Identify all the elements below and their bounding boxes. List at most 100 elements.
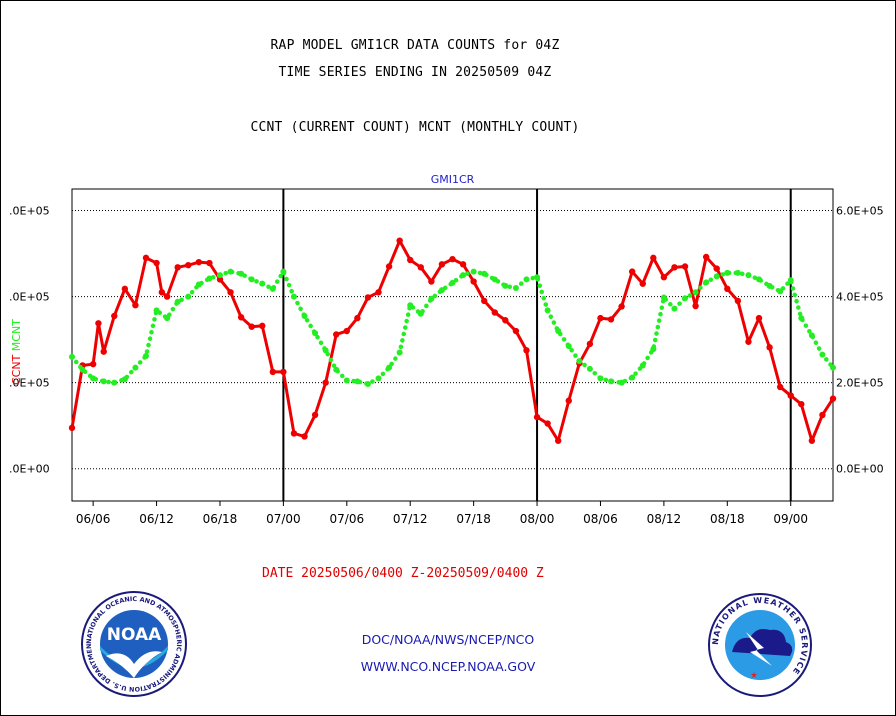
- data-point-ccnt: [396, 237, 403, 244]
- data-point-ccnt: [163, 293, 171, 300]
- data-point-mcnt: [777, 288, 784, 295]
- data-point-mcnt: [132, 364, 139, 371]
- data-point-ccnt: [533, 413, 541, 421]
- data-point-ccnt: [459, 261, 467, 268]
- data-point-ccnt: [523, 347, 530, 354]
- data-point-ccnt: [311, 411, 319, 419]
- data-point-ccnt: [343, 327, 351, 335]
- y-tick-label-left: .0E+05: [9, 205, 50, 218]
- data-point-mcnt: [660, 294, 667, 301]
- y-tick-label-right: 2.0E+05: [836, 377, 884, 390]
- data-point-mcnt: [322, 347, 329, 354]
- date-range-label: DATE 20250506/0400 Z-20250509/0400 Z: [262, 566, 544, 581]
- data-point-ccnt: [554, 437, 562, 444]
- data-point-mcnt: [555, 328, 562, 335]
- data-point-mcnt: [312, 330, 319, 337]
- data-point-mcnt: [227, 268, 234, 275]
- y-axis-label: CCNT MCNT: [10, 319, 23, 385]
- data-point-mcnt: [195, 281, 202, 288]
- data-point-mcnt: [830, 364, 836, 371]
- data-point-mcnt: [396, 349, 403, 356]
- data-point-mcnt: [534, 274, 541, 281]
- data-point-ccnt: [68, 424, 76, 432]
- data-point-ccnt: [449, 255, 456, 263]
- data-point-mcnt: [766, 282, 773, 289]
- data-point-ccnt: [724, 285, 731, 293]
- data-point-mcnt: [819, 351, 826, 358]
- data-point-mcnt: [787, 277, 794, 284]
- data-point-ccnt: [385, 263, 393, 270]
- noaa-logo-text: NOAA: [107, 625, 162, 645]
- x-tick-label: 09/00: [773, 512, 808, 526]
- data-point-ccnt: [776, 383, 784, 391]
- data-point-mcnt: [713, 273, 720, 280]
- x-tick-label: 07/06: [330, 512, 365, 526]
- data-point-mcnt: [90, 375, 97, 382]
- data-point-mcnt: [354, 378, 361, 385]
- data-point-mcnt: [100, 378, 107, 385]
- data-point-mcnt: [502, 282, 509, 289]
- data-point-mcnt: [734, 269, 741, 276]
- data-point-ccnt: [681, 263, 689, 270]
- footer-url-line: WWW.NCO.NCEP.NOAA.GOV: [360, 659, 536, 674]
- noaa-logo: NATIONAL OCEANIC AND ATMOSPHERIC ADMINIS…: [80, 590, 187, 697]
- data-point-mcnt: [512, 284, 519, 291]
- x-tick-label: 07/12: [393, 512, 428, 526]
- data-point-mcnt: [164, 315, 171, 322]
- data-point-ccnt: [407, 256, 414, 264]
- data-point-mcnt: [470, 268, 477, 275]
- data-point-ccnt: [89, 360, 97, 368]
- data-point-ccnt: [692, 302, 699, 310]
- data-point-mcnt: [174, 298, 181, 305]
- data-point-ccnt: [301, 433, 308, 440]
- data-point-ccnt: [259, 322, 266, 330]
- data-point-ccnt: [713, 265, 720, 272]
- data-point-mcnt: [460, 272, 467, 279]
- data-point-ccnt: [142, 254, 150, 262]
- data-point-ccnt: [607, 316, 615, 323]
- data-point-ccnt: [153, 259, 160, 267]
- x-tick-label: 08/18: [710, 512, 745, 526]
- x-tick-label: 08/06: [583, 512, 618, 526]
- data-point-ccnt: [158, 289, 166, 296]
- data-point-mcnt: [481, 270, 488, 277]
- data-point-mcnt: [650, 346, 657, 353]
- data-point-ccnt: [322, 379, 329, 386]
- footer-org-line: DOC/NOAA/NWS/NCEP/NCO: [361, 632, 535, 647]
- data-point-mcnt: [248, 276, 255, 283]
- x-tick-label: 06/18: [203, 512, 238, 526]
- data-point-mcnt: [703, 279, 710, 286]
- data-point-mcnt: [206, 275, 213, 282]
- y-tick-label-right: 0.0E+00: [836, 463, 884, 476]
- chart-title-line1: RAP MODEL GMI1CR DATA COUNTS for 04Z: [270, 38, 560, 53]
- data-point-ccnt: [132, 301, 139, 309]
- x-tick-label: 07/00: [266, 512, 301, 526]
- data-point-ccnt: [470, 278, 477, 285]
- data-point-mcnt: [597, 375, 604, 382]
- data-point-mcnt: [724, 269, 731, 276]
- data-point-mcnt: [375, 375, 382, 382]
- data-point-ccnt: [185, 261, 192, 269]
- data-point-mcnt: [153, 307, 160, 314]
- x-tick-label: 08/12: [647, 512, 682, 526]
- series-line-mcnt: [69, 266, 836, 387]
- data-point-ccnt: [628, 268, 636, 275]
- data-point-mcnt: [259, 280, 266, 287]
- data-point-ccnt: [586, 340, 594, 348]
- nws-logo: NATIONAL WEATHER SERVICE: [708, 593, 812, 697]
- data-point-ccnt: [787, 392, 794, 399]
- data-point-mcnt: [386, 364, 393, 371]
- data-point-ccnt: [702, 253, 710, 261]
- data-point-mcnt: [364, 380, 371, 387]
- data-point-mcnt: [798, 315, 805, 322]
- data-point-mcnt: [343, 377, 350, 384]
- data-point-mcnt: [586, 365, 593, 372]
- data-point-mcnt: [333, 366, 340, 373]
- data-point-mcnt: [544, 307, 551, 314]
- data-point-ccnt: [280, 368, 287, 376]
- data-point-mcnt: [121, 376, 128, 383]
- data-point-ccnt: [290, 430, 298, 437]
- data-point-mcnt: [185, 293, 192, 300]
- data-point-mcnt: [629, 374, 636, 381]
